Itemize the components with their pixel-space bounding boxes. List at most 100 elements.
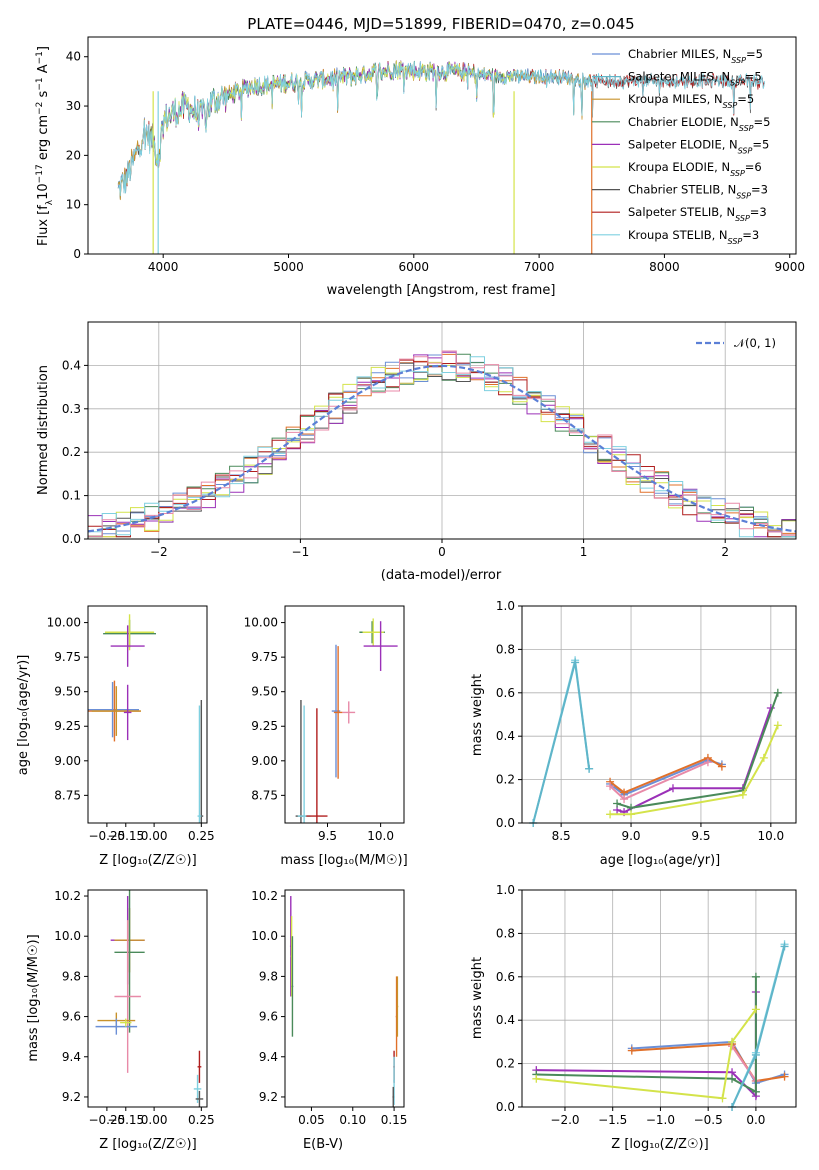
age-vs-z-panel: −0.25−0.150.00 0.25 8.75 9.00 9.25 9.50 9.75 10… bbox=[16, 605, 215, 868]
weight-marker bbox=[571, 658, 580, 667]
x-tick-label: 8.5 bbox=[552, 829, 571, 843]
y-tick-label: 10.2 bbox=[54, 889, 81, 903]
residual-legend: 𝒩(0, 1) bbox=[696, 336, 776, 350]
y-tick-label: 9.75 bbox=[251, 650, 278, 664]
figure-title: PLATE=0446, MJD=51899, FIBERID=0470, z=0… bbox=[247, 15, 634, 33]
weight-marker bbox=[613, 799, 622, 808]
weight-marker bbox=[620, 795, 629, 804]
y-tick-label: 0.1 bbox=[62, 489, 81, 503]
weight-marker bbox=[532, 1074, 541, 1083]
legend-label: Chabrier MILES, NSSP=5 bbox=[628, 47, 763, 65]
weight-vs-age-xlabel: age [log₁₀(age/yr)] bbox=[600, 853, 721, 868]
weight-marker bbox=[606, 782, 615, 791]
x-tick-label: 9.5 bbox=[318, 829, 337, 843]
legend-label: Chabrier ELODIE, NSSP=5 bbox=[628, 115, 770, 133]
y-tick-label: 0.2 bbox=[496, 773, 515, 787]
y-tick-label: 8.75 bbox=[54, 788, 81, 802]
weight-line bbox=[609, 759, 723, 796]
y-tick-label: 0.2 bbox=[496, 1057, 515, 1071]
y-tick-label: 40 bbox=[66, 50, 81, 64]
mass-vs-z-ylabel: mass [log₁₀(M/M☉)] bbox=[26, 934, 41, 1061]
y-tick-label: 0.6 bbox=[496, 970, 515, 984]
y-tick-label: 9.75 bbox=[54, 650, 81, 664]
weight-marker bbox=[627, 1046, 636, 1055]
x-tick-label: −0.15 bbox=[107, 1113, 144, 1127]
residuals-xlabel: (data-model)/error bbox=[381, 568, 502, 583]
x-tick-label: 6000 bbox=[399, 260, 430, 274]
x-tick-label: 8000 bbox=[649, 260, 680, 274]
legend-label: Kroupa ELODIE, NSSP=6 bbox=[628, 160, 762, 178]
x-tick-label: −2 bbox=[150, 545, 168, 559]
y-tick-label: 0 bbox=[73, 247, 81, 261]
y-tick-label: 1.0 bbox=[496, 599, 515, 613]
spectrum-lines bbox=[117, 60, 766, 254]
y-tick-label: 0.8 bbox=[496, 926, 515, 940]
weight-marker bbox=[780, 942, 789, 951]
weight-marker bbox=[606, 810, 615, 819]
x-tick-label: 0.05 bbox=[298, 1113, 325, 1127]
y-tick-label: 8.75 bbox=[251, 788, 278, 802]
weight-marker bbox=[773, 688, 782, 697]
y-tick-label: 9.25 bbox=[251, 719, 278, 733]
y-tick-label: 0.4 bbox=[496, 1013, 515, 1027]
x-tick-label: −1 bbox=[292, 545, 310, 559]
weight-marker bbox=[717, 762, 726, 771]
weight-line bbox=[610, 725, 779, 816]
x-tick-label: 0.00 bbox=[141, 829, 168, 843]
x-tick-label: 9.0 bbox=[621, 829, 640, 843]
x-tick-label: 10.0 bbox=[367, 829, 394, 843]
x-tick-label: 7000 bbox=[524, 260, 555, 274]
weight-marker bbox=[728, 1074, 737, 1083]
x-tick-label: −0.5 bbox=[694, 1113, 723, 1127]
mass-vs-z-xlabel: Z [log₁₀(Z/Z☉)] bbox=[99, 1137, 196, 1152]
weight-line bbox=[616, 707, 772, 814]
legend-label: Salpeter ELODIE, NSSP=5 bbox=[628, 137, 769, 155]
weight-marker bbox=[751, 1005, 760, 1014]
y-tick-label: 10.2 bbox=[251, 889, 278, 903]
weight-marker bbox=[738, 790, 747, 799]
weight-marker bbox=[751, 972, 760, 981]
legend-label: Chabrier STELIB, NSSP=3 bbox=[628, 183, 768, 201]
age-vs-mass-xlabel: mass [log₁₀(M/M☉)] bbox=[280, 853, 407, 868]
x-tick-label: 0.0 bbox=[746, 1113, 765, 1127]
weight-vs-z-ylabel: mass weight bbox=[470, 957, 485, 1039]
legend-label: Salpeter MILES, NSSP=5 bbox=[628, 70, 762, 88]
x-tick-label: 9000 bbox=[774, 260, 805, 274]
x-tick-label: 0.10 bbox=[339, 1113, 366, 1127]
weight-vs-age-panel: 8.5 9.0 9.5 10.0 0.0 0.2 0.4 0.6 0.8 1.0 age [log… bbox=[470, 599, 797, 868]
y-tick-label: 0.3 bbox=[62, 402, 81, 416]
x-tick-label: −0.15 bbox=[107, 829, 144, 843]
residuals-panel: −2 −1 0 1 2 0.0 0.1 0.2 0.3 0.4 𝒩(0, 1) (data-mod… bbox=[36, 321, 797, 583]
weight-vs-age-ylabel: mass weight bbox=[470, 674, 485, 756]
y-tick-label: 9.4 bbox=[259, 1050, 278, 1064]
age-vs-z-ylabel: age [log₁₀(age/yr)] bbox=[16, 655, 31, 776]
mass-vs-z-panel: −0.25−0.150.00 0.25 9.2 9.4 9.6 9.8 10.0 10.2 Z… bbox=[26, 889, 215, 1152]
spectrum-line bbox=[117, 61, 766, 197]
weight-line bbox=[731, 1045, 757, 1082]
y-tick-label: 10.00 bbox=[244, 616, 278, 630]
weight-line bbox=[609, 756, 723, 794]
residual-histograms bbox=[87, 350, 797, 538]
y-tick-label: 0.6 bbox=[496, 686, 515, 700]
y-tick-label: 0.4 bbox=[62, 358, 81, 372]
x-tick-label: 0.25 bbox=[188, 1113, 215, 1127]
y-tick-label: 9.00 bbox=[251, 754, 278, 768]
y-tick-label: 9.2 bbox=[62, 1090, 81, 1104]
weight-line bbox=[616, 692, 779, 809]
y-tick-label: 10 bbox=[66, 198, 81, 212]
axes-frame bbox=[87, 889, 208, 1108]
residual-histogram bbox=[88, 350, 796, 537]
legend-label: Salpeter STELIB, NSSP=3 bbox=[628, 205, 767, 223]
x-tick-label: 1 bbox=[580, 545, 588, 559]
residuals-ylabel: Normed distribution bbox=[36, 365, 51, 495]
x-tick-label: −0.25 bbox=[88, 1113, 125, 1127]
y-tick-label: 10.0 bbox=[251, 929, 278, 943]
legend-label: Kroupa MILES, NSSP=5 bbox=[628, 92, 754, 110]
x-tick-label: 9.5 bbox=[691, 829, 710, 843]
x-tick-label: −1.0 bbox=[646, 1113, 675, 1127]
gaussian-legend-label: 𝒩(0, 1) bbox=[734, 336, 776, 350]
spectrum-legend: Chabrier MILES, NSSP=5 Salpeter MILES, NS… bbox=[592, 47, 770, 245]
x-tick-label: 4000 bbox=[148, 260, 179, 274]
weight-marker bbox=[703, 758, 712, 767]
y-tick-label: 30 bbox=[66, 99, 81, 113]
